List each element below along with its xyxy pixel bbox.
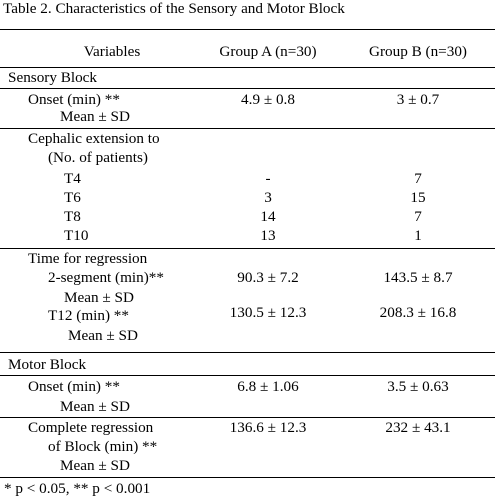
- cephalic-level-t6: T6: [64, 189, 81, 206]
- divider: [0, 88, 495, 89]
- divider: [0, 128, 495, 129]
- cephalic-label: Cephalic extension to: [28, 130, 160, 147]
- complete-regression-sublabel: of Block (min) **: [48, 438, 158, 455]
- motor-onset-sub: Mean ± SD: [60, 398, 130, 415]
- divider: [0, 375, 495, 376]
- divider: [0, 417, 495, 418]
- header-rule: [0, 67, 495, 68]
- cephalic-sublabel: (No. of patients): [48, 149, 148, 166]
- motor-onset-label: Onset (min) **: [28, 378, 120, 395]
- sensory-onset-label: Onset (min) **: [28, 91, 120, 108]
- cephalic-level-t8: T8: [64, 208, 81, 225]
- regression-label: Time for regression: [28, 250, 148, 267]
- top-rule: [0, 29, 495, 30]
- section-sensory-block: Sensory Block: [8, 69, 98, 86]
- cephalic-level-t4: T4: [64, 170, 81, 187]
- sensory-onset-sub: Mean ± SD: [60, 108, 130, 125]
- complete-regression-sub: Mean ± SD: [60, 457, 130, 474]
- bottom-rule: [0, 477, 495, 478]
- cephalic-level-t10: T10: [64, 227, 89, 244]
- regression-2-segment-label: 2-segment (min)**: [48, 269, 164, 286]
- divider: [0, 352, 495, 353]
- regression-t12-label: T12 (min) **: [48, 307, 129, 324]
- section-motor-block: Motor Block: [8, 356, 87, 373]
- complete-regression-label: Complete regression: [28, 419, 154, 436]
- table-title: Table 2. Characteristics of the Sensory …: [3, 0, 345, 17]
- divider: [0, 248, 495, 249]
- regression-2-segment-sub: Mean ± SD: [64, 289, 134, 306]
- regression-t12-sub: Mean ± SD: [68, 327, 138, 344]
- table-footnote: * p < 0.05, ** p < 0.001: [4, 480, 151, 497]
